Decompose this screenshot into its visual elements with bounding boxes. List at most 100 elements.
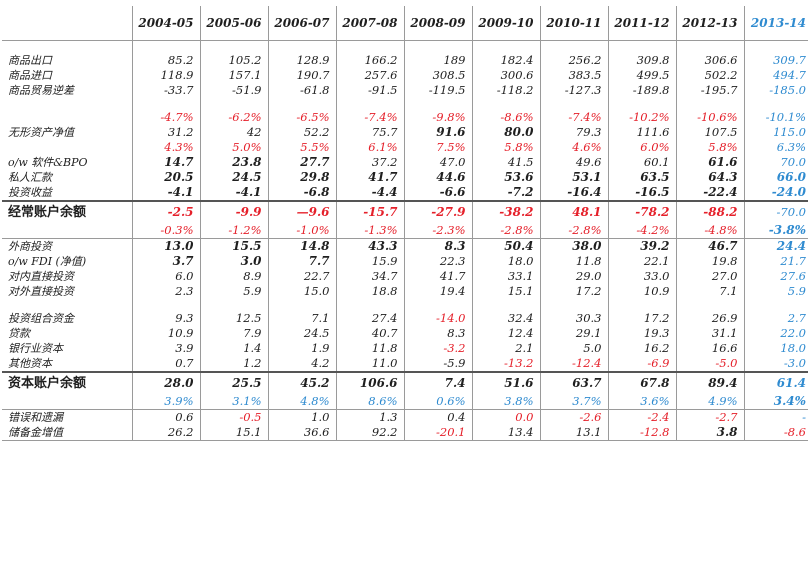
- year-header: 2013-14: [743, 6, 808, 41]
- table-row: 对外直接投资 2.3 5.9 15.0 18.8 19.4 15.1 17.2 10.9 7.1 5…: [2, 284, 808, 299]
- row-label: [2, 110, 132, 125]
- value-cell: 0.4: [403, 409, 472, 425]
- value-cell: 26.9: [675, 311, 744, 326]
- row-label: 错误和遗漏: [2, 409, 132, 425]
- value-cell: 91.6: [403, 125, 472, 140]
- value-cell: -1.3%: [335, 223, 404, 239]
- value-cell: 37.2: [335, 155, 404, 170]
- value-cell: 29.0: [539, 269, 608, 284]
- value-cell: 494.7: [743, 68, 808, 83]
- value-cell: 17.2: [539, 284, 608, 299]
- value-cell: -4.7%: [131, 110, 200, 125]
- value-cell: 21.7: [743, 254, 808, 269]
- value-cell: 8.3: [403, 238, 472, 254]
- row-label: 无形资产净值: [8, 126, 74, 139]
- value-cell: 27.0: [675, 269, 744, 284]
- year-header: 2011-12: [607, 6, 676, 41]
- spacer-cell: [539, 98, 608, 110]
- value-cell: 9.3: [131, 311, 200, 326]
- value-cell: 53.6: [471, 170, 540, 185]
- value-cell: -10.6%: [675, 110, 744, 125]
- year-header: 2007-08: [335, 6, 404, 41]
- spacer-cell: [267, 98, 336, 110]
- spacer-cell: [539, 40, 608, 53]
- spacer-cell: [607, 98, 676, 110]
- value-cell: 29.1: [539, 326, 608, 341]
- value-cell: 15.1: [199, 425, 268, 441]
- table-row: 外商投资 13.0 15.5 14.8 43.3 8.3 50.4 38.0 39.2 46.7 2…: [2, 238, 808, 254]
- spacer-cell: [131, 98, 200, 110]
- table-row: -4.7% -6.2% -6.5% -7.4% -9.8% -8.6% -7.4% -10.2…: [2, 110, 808, 125]
- value-cell: 24.4: [743, 238, 808, 254]
- value-cell: -7.4%: [539, 110, 608, 125]
- year-header: 2012-13: [675, 6, 744, 41]
- value-cell: 309.8: [607, 53, 676, 68]
- value-cell: 7.9: [199, 326, 268, 341]
- value-cell: 1.3: [335, 409, 404, 425]
- row-label: 投资组合资金: [8, 312, 74, 325]
- row-label: 商品进口: [8, 69, 52, 82]
- value-cell: 5.0: [539, 341, 608, 356]
- value-cell: 10.9: [607, 284, 676, 299]
- value-cell: 106.6: [335, 371, 404, 394]
- value-cell: -2.8%: [471, 223, 540, 239]
- value-cell: -2.4: [607, 409, 676, 425]
- value-cell: 33.1: [471, 269, 540, 284]
- value-cell: -33.7: [131, 83, 200, 98]
- value-cell: -2.8%: [539, 223, 608, 239]
- value-cell: -6.5%: [267, 110, 336, 125]
- value-cell: 256.2: [539, 53, 608, 68]
- spacer-cell: [199, 40, 268, 53]
- value-cell: -12.8: [607, 425, 676, 441]
- value-cell: 4.8%: [267, 394, 336, 410]
- year-header: 2006-07: [267, 6, 336, 41]
- value-cell: 3.9: [131, 341, 200, 356]
- table-row: 银行业资本 3.9 1.4 1.9 11.8 -3.2 2.1 5.0 16.2 16.6 18.0: [2, 341, 808, 356]
- value-cell: —9.6: [267, 200, 336, 223]
- value-cell: 14.7: [131, 155, 200, 170]
- value-cell: -10.1%: [743, 110, 808, 125]
- spacer-cell: [539, 299, 608, 311]
- value-cell: -24.0: [743, 185, 808, 201]
- value-cell: 8.6%: [335, 394, 404, 410]
- value-cell: 29.8: [267, 170, 336, 185]
- value-cell: -9.9: [199, 200, 268, 223]
- value-cell: -9.8%: [403, 110, 472, 125]
- value-cell: -6.2%: [199, 110, 268, 125]
- value-cell: 12.4: [471, 326, 540, 341]
- value-cell: 0.6: [131, 409, 200, 425]
- spacer-cell: [675, 299, 744, 311]
- value-cell: -2.6: [539, 409, 608, 425]
- spacer-cell: [403, 299, 472, 311]
- value-cell: -20.1: [403, 425, 472, 441]
- value-cell: 41.7: [335, 170, 404, 185]
- spacer-cell: [131, 299, 200, 311]
- year-header: 2004-05: [131, 6, 200, 41]
- row-label: [2, 394, 132, 410]
- value-cell: 4.2: [267, 356, 336, 372]
- value-cell: -38.2: [471, 200, 540, 223]
- table-row: 3.9% 3.1% 4.8% 8.6% 0.6% 3.8% 3.7% 3.6% 4.9% 3.4%: [2, 394, 808, 410]
- value-cell: -27.9: [403, 200, 472, 223]
- value-cell: -3.8%: [743, 223, 808, 239]
- table-row: 商品出口 85.2 105.2 128.9 166.2 189 182.4 256.2 309.…: [2, 53, 808, 68]
- value-cell: 17.2: [607, 311, 676, 326]
- value-cell: -0.5: [199, 409, 268, 425]
- value-cell: 11.0: [335, 356, 404, 372]
- value-cell: -16.5: [607, 185, 676, 201]
- spacer-cell: [2, 299, 132, 311]
- value-cell: -2.3%: [403, 223, 472, 239]
- value-cell: 48.1: [539, 200, 608, 223]
- spacer-cell: [199, 98, 268, 110]
- value-cell: -195.7: [675, 83, 744, 98]
- table-row: 投资组合资金 9.3 12.5 7.1 27.4 -14.0 32.4 30.3 17.2 26.…: [2, 311, 808, 326]
- value-cell: 7.5%: [403, 140, 472, 155]
- table-row: 贷款 10.9 7.9 24.5 40.7 8.3 12.4 29.1 19.3 31.1 22.0: [2, 326, 808, 341]
- spacer-cell: [403, 40, 472, 53]
- value-cell: 7.1: [267, 311, 336, 326]
- value-cell: 44.6: [403, 170, 472, 185]
- value-cell: 15.9: [335, 254, 404, 269]
- value-cell: 0.0: [471, 409, 540, 425]
- value-cell: -: [743, 409, 808, 425]
- spacer-cell: [267, 299, 336, 311]
